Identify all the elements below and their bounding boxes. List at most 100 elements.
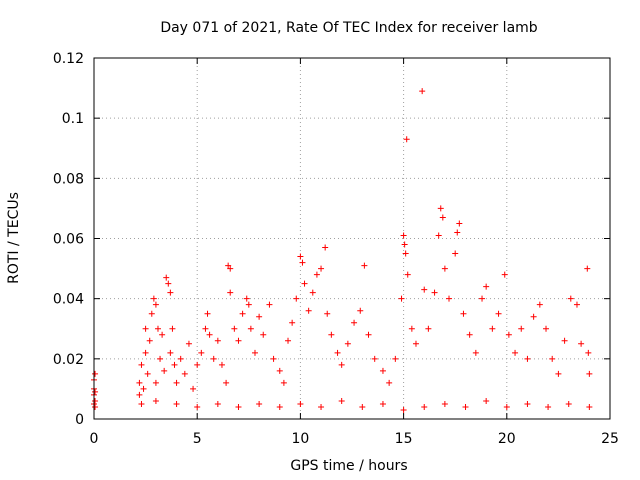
data-point bbox=[138, 361, 145, 368]
x-tick-label: 5 bbox=[193, 431, 202, 447]
data-point bbox=[573, 301, 580, 308]
data-point bbox=[501, 271, 508, 278]
data-point bbox=[210, 355, 217, 362]
data-point bbox=[586, 370, 593, 377]
data-point bbox=[518, 325, 525, 332]
data-point bbox=[247, 325, 254, 332]
data-point bbox=[351, 319, 358, 326]
data-point bbox=[324, 310, 331, 317]
data-point bbox=[173, 379, 180, 386]
data-point bbox=[146, 337, 153, 344]
data-point bbox=[214, 400, 221, 407]
data-point bbox=[412, 340, 419, 347]
data-point bbox=[400, 406, 407, 413]
data-point bbox=[293, 295, 300, 302]
data-point bbox=[157, 355, 164, 362]
data-point bbox=[401, 241, 408, 248]
data-point bbox=[270, 355, 277, 362]
data-point bbox=[555, 370, 562, 377]
y-tick-label: 0.06 bbox=[53, 232, 84, 248]
data-point bbox=[171, 361, 178, 368]
data-point bbox=[328, 331, 335, 338]
data-point bbox=[231, 325, 238, 332]
data-point bbox=[144, 370, 151, 377]
data-point bbox=[227, 289, 234, 296]
data-point bbox=[338, 397, 345, 404]
chart-title: Day 071 of 2021, Rate Of TEC Index for r… bbox=[160, 20, 537, 36]
data-point bbox=[173, 400, 180, 407]
data-point bbox=[245, 301, 252, 308]
y-tick-label: 0.08 bbox=[53, 171, 84, 187]
data-point bbox=[177, 355, 184, 362]
data-point bbox=[138, 400, 145, 407]
data-point bbox=[194, 361, 201, 368]
data-point bbox=[289, 319, 296, 326]
data-point bbox=[202, 325, 209, 332]
plot-frame bbox=[93, 57, 611, 420]
data-point bbox=[165, 280, 172, 287]
axis-ticks: 0 0.02 0.04 0.06 0.08 0.1 0.12 0 5 10 15 20 25 bbox=[53, 51, 619, 447]
data-point bbox=[421, 403, 428, 410]
data-point bbox=[524, 355, 531, 362]
data-point bbox=[301, 280, 308, 287]
data-point bbox=[512, 349, 519, 356]
data-point bbox=[150, 295, 157, 302]
y-tick-label: 0.02 bbox=[53, 352, 84, 368]
data-point bbox=[214, 337, 221, 344]
data-point bbox=[152, 397, 159, 404]
data-point bbox=[92, 403, 99, 410]
data-point bbox=[142, 349, 149, 356]
data-point bbox=[313, 271, 320, 278]
data-point bbox=[456, 220, 463, 227]
data-point bbox=[167, 289, 174, 296]
data-point bbox=[338, 361, 345, 368]
data-points bbox=[91, 88, 593, 413]
data-point bbox=[305, 307, 312, 314]
data-point bbox=[235, 337, 242, 344]
data-point bbox=[152, 301, 159, 308]
data-point bbox=[334, 349, 341, 356]
data-point bbox=[495, 310, 502, 317]
data-point bbox=[318, 265, 325, 272]
data-point bbox=[365, 331, 372, 338]
y-tick-label: 0 bbox=[75, 412, 84, 428]
data-point bbox=[256, 313, 263, 320]
data-point bbox=[403, 136, 410, 143]
data-point bbox=[437, 205, 444, 212]
data-point bbox=[92, 397, 99, 404]
data-point bbox=[136, 391, 143, 398]
data-point bbox=[408, 325, 415, 332]
data-point bbox=[379, 400, 386, 407]
data-point bbox=[92, 388, 99, 395]
data-point bbox=[483, 397, 490, 404]
data-point bbox=[549, 355, 556, 362]
data-point bbox=[567, 295, 574, 302]
data-point bbox=[404, 271, 411, 278]
data-point bbox=[256, 400, 263, 407]
data-point bbox=[545, 403, 552, 410]
data-point bbox=[266, 301, 273, 308]
data-point bbox=[419, 88, 426, 95]
data-point bbox=[163, 274, 170, 281]
x-tick-label: 0 bbox=[90, 431, 99, 447]
data-point bbox=[441, 265, 448, 272]
data-point bbox=[285, 337, 292, 344]
data-point bbox=[297, 253, 304, 260]
data-point bbox=[154, 325, 161, 332]
data-point bbox=[460, 310, 467, 317]
data-point bbox=[344, 340, 351, 347]
data-point bbox=[536, 301, 543, 308]
data-point bbox=[169, 325, 176, 332]
data-point bbox=[322, 244, 329, 251]
data-point bbox=[299, 259, 306, 266]
data-point bbox=[452, 250, 459, 257]
data-point bbox=[489, 325, 496, 332]
data-point bbox=[392, 355, 399, 362]
y-tick-label: 0.1 bbox=[62, 111, 84, 127]
data-point bbox=[483, 283, 490, 290]
data-point bbox=[503, 403, 510, 410]
y-tick-label: 0.12 bbox=[53, 51, 84, 67]
data-point bbox=[206, 331, 213, 338]
data-point bbox=[425, 325, 432, 332]
